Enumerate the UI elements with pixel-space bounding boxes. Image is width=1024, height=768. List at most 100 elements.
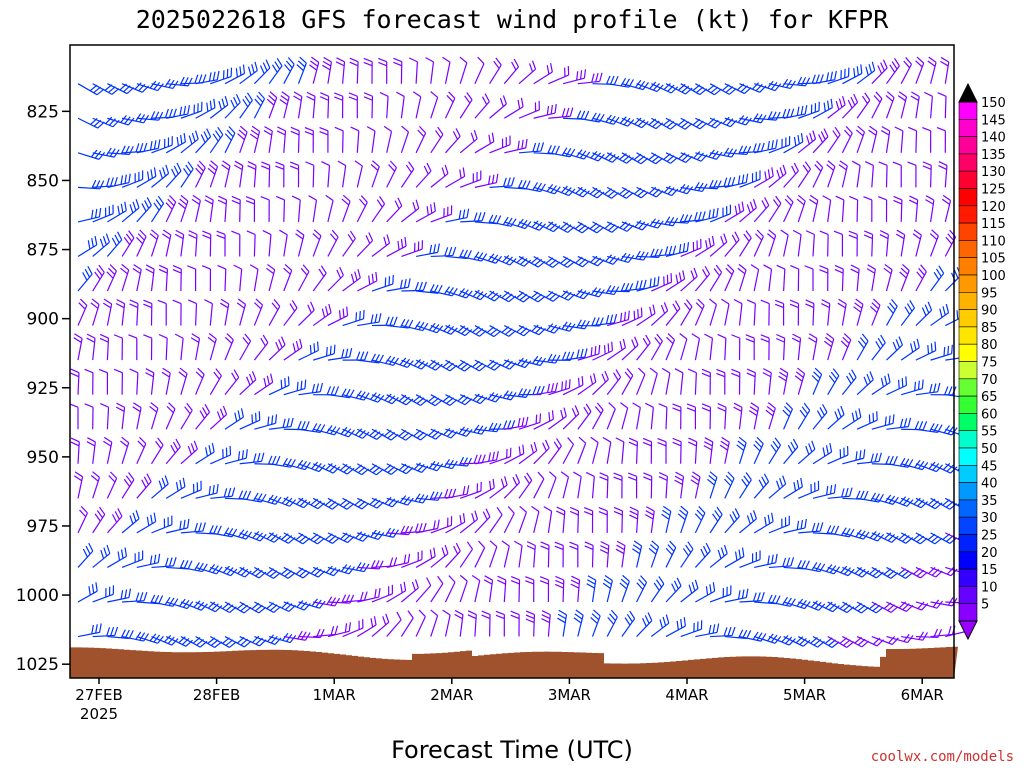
wind-barb [474, 132, 495, 154]
wind-barb [651, 273, 673, 292]
wind-barb [121, 230, 135, 257]
colorbar-label: 145 [981, 113, 1006, 128]
wind-barb [767, 229, 777, 257]
wind-barb [342, 428, 370, 439]
wind-barb [880, 126, 891, 153]
wind-barb [894, 126, 904, 153]
wind-barb [269, 417, 294, 430]
colorbar-bottom-arrow [958, 620, 978, 641]
wind-barb [842, 449, 866, 465]
colorbar-segment [958, 222, 978, 241]
wind-barb [84, 403, 94, 430]
colorbar-label: 110 [981, 234, 1006, 249]
wind-barb [501, 540, 510, 568]
wind-barb [774, 299, 785, 326]
wind-barb [289, 161, 300, 188]
wind-barb [695, 149, 723, 160]
wind-barb [562, 186, 590, 198]
wind-barb [239, 333, 252, 361]
wind-barb [401, 550, 423, 568]
wind-barb [518, 100, 540, 119]
wind-barb [342, 619, 364, 638]
wind-barb [783, 518, 807, 534]
wind-barb [445, 456, 473, 467]
wind-barb [415, 577, 432, 603]
wind-barb [247, 161, 257, 188]
wind-barb [826, 160, 836, 188]
wind-barb [298, 341, 319, 361]
wind-barb [172, 265, 182, 292]
wind-barb [467, 610, 477, 637]
wind-barb [254, 532, 282, 543]
wind-barb [239, 371, 257, 396]
colorbar-label: 85 [981, 321, 998, 336]
wind-barb [224, 93, 241, 119]
wind-barb [798, 600, 826, 611]
wind-barb [643, 472, 653, 499]
wind-barb [165, 438, 181, 465]
wind-barb [306, 91, 316, 119]
wind-barb [753, 197, 770, 223]
wind-barb [760, 299, 770, 326]
wind-barb [701, 403, 712, 430]
wind-barb [878, 161, 888, 188]
wind-barb [180, 480, 202, 499]
wind-barb [783, 132, 804, 154]
wind-barb [768, 136, 791, 154]
wind-barb [870, 298, 881, 326]
wind-barb [798, 522, 824, 534]
wind-barb [533, 63, 553, 85]
wind-barb [842, 408, 862, 430]
wind-barb [77, 265, 93, 292]
wind-barb [709, 544, 728, 568]
wind-barb [444, 91, 456, 119]
wind-barb [812, 98, 833, 119]
wind-barb [504, 388, 531, 398]
wind-barb [313, 425, 341, 436]
plot-frame [69, 44, 955, 679]
x-tick-label: 4MAR [665, 686, 708, 704]
colorbar-label: 15 [981, 563, 998, 578]
wind-barb [809, 194, 819, 223]
wind-barb [195, 160, 206, 188]
wind-barb [680, 579, 699, 603]
wind-barb [357, 588, 381, 603]
wind-barb [204, 299, 213, 326]
wind-barb [680, 267, 698, 292]
wind-barb [503, 97, 524, 119]
wind-barb [460, 481, 482, 499]
wind-barb [459, 170, 482, 188]
wind-barb [819, 265, 829, 292]
colorbar-segment [958, 170, 978, 189]
wind-barb [768, 596, 796, 607]
wind-barb [430, 91, 439, 119]
colorbar-segment [958, 395, 978, 414]
wind-barb [690, 471, 701, 499]
wind-barb [70, 437, 80, 464]
wind-barb [209, 126, 224, 154]
wind-barb [474, 93, 490, 119]
wind-barb [77, 582, 98, 603]
wind-barb [260, 196, 270, 222]
wind-barb [651, 82, 679, 94]
wind-barb [900, 338, 920, 361]
wind-barb [533, 353, 561, 364]
y-tick-label: 850 [27, 171, 59, 191]
wind-barb [857, 452, 882, 465]
x-tick-label: 2MAR [430, 686, 473, 704]
x-tick-label: 3MAR [548, 686, 591, 704]
wind-barb [533, 471, 545, 499]
wind-barb [883, 263, 893, 292]
wind-barb [165, 477, 186, 499]
wind-barb [128, 334, 138, 361]
wind-barb [143, 334, 153, 361]
wind-barb [915, 301, 933, 326]
wind-barb [415, 519, 440, 534]
wind-barb [636, 276, 660, 292]
wind-barb [283, 459, 311, 471]
wind-barb [577, 403, 592, 430]
wind-barb [293, 91, 303, 119]
wind-barb [615, 437, 625, 464]
wind-barb [195, 443, 215, 465]
wind-barb [776, 264, 786, 292]
